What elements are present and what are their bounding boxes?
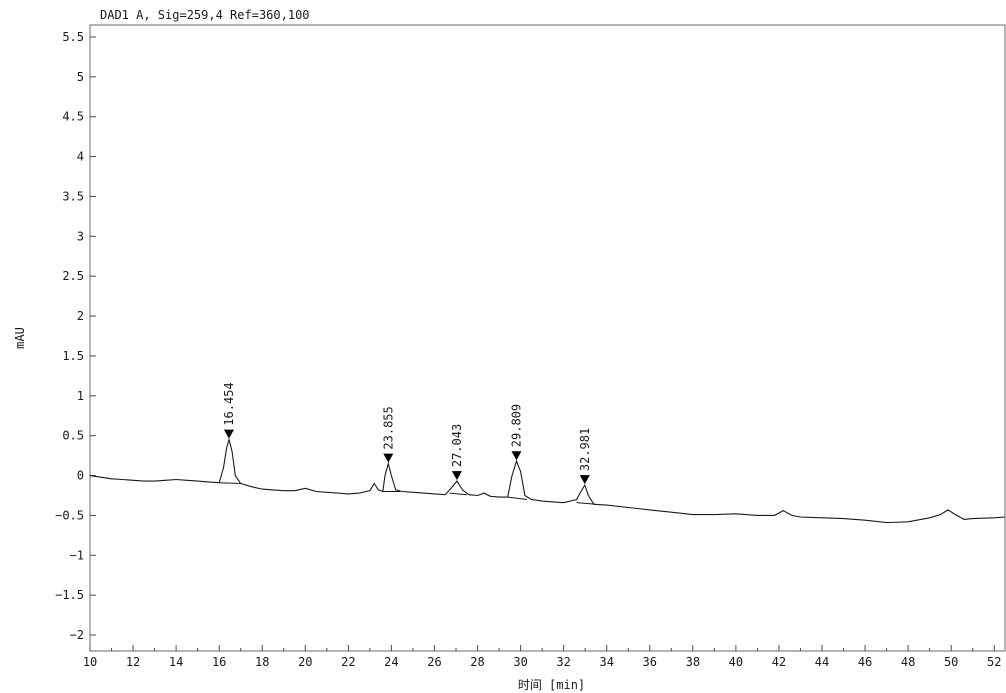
x-tick-label: 24 — [384, 655, 398, 669]
x-tick-label: 30 — [513, 655, 527, 669]
y-tick-label: 1 — [77, 389, 84, 403]
x-tick-label: 10 — [83, 655, 97, 669]
peak-marker — [579, 475, 590, 485]
y-tick-label: 5 — [77, 70, 84, 84]
chart-title: DAD1 A, Sig=259,4 Ref=360,100 — [100, 8, 310, 22]
peak-label: 23.855 — [381, 406, 395, 449]
peak-baseline — [507, 496, 528, 500]
y-tick-label: −1.5 — [55, 588, 84, 602]
peak-baseline — [219, 482, 241, 485]
y-tick-label: 5.5 — [62, 30, 84, 44]
x-tick-label: 36 — [643, 655, 657, 669]
x-tick-label: 34 — [599, 655, 613, 669]
y-tick-label: 1.5 — [62, 349, 84, 363]
x-axis-label: 时间 [min] — [518, 678, 585, 692]
peak-baselines — [219, 482, 596, 505]
x-tick-label: 44 — [815, 655, 829, 669]
x-tick-label: 12 — [126, 655, 140, 669]
peak-marker — [223, 429, 234, 439]
x-tick-label: 26 — [427, 655, 441, 669]
x-tick-label: 50 — [944, 655, 958, 669]
y-tick-label: 4 — [77, 150, 84, 164]
y-tick-label: −0.5 — [55, 508, 84, 522]
peak-baseline — [576, 502, 596, 505]
x-tick-label: 14 — [169, 655, 183, 669]
x-tick-label: 18 — [255, 655, 269, 669]
x-tick-label: 38 — [686, 655, 700, 669]
x-tick-label: 32 — [556, 655, 570, 669]
x-tick-label: 42 — [772, 655, 786, 669]
x-tick-label: 20 — [298, 655, 312, 669]
peak-baseline — [449, 492, 467, 496]
peak-label: 27.043 — [450, 424, 464, 467]
peak-label: 32.981 — [578, 428, 592, 471]
y-tick-label: 4.5 — [62, 110, 84, 124]
y-axis-label: mAU — [13, 327, 27, 349]
peak-annotations: 16.454 23.855 27.043 29.809 32.981 — [222, 382, 592, 485]
peak-marker — [451, 471, 462, 481]
x-tick-label: 22 — [341, 655, 355, 669]
y-axis: −2 −1.5 −1 −0.5 0 0.5 1 1.5 2 2.5 3 3.5 4 4.5 5 5.5 — [55, 30, 96, 642]
x-tick-label: 52 — [987, 655, 1001, 669]
x-tick-label: 40 — [729, 655, 743, 669]
y-tick-label: 0 — [77, 469, 84, 483]
x-tick-label: 48 — [901, 655, 915, 669]
peak-marker — [383, 453, 394, 463]
chromatogram-trace — [89, 437, 1006, 524]
peak-label: 16.454 — [222, 382, 236, 425]
peak-marker — [511, 451, 522, 461]
y-tick-label: −2 — [70, 628, 84, 642]
x-tick-label: 28 — [470, 655, 484, 669]
x-tick-label: 16 — [212, 655, 226, 669]
y-tick-label: 3.5 — [62, 189, 84, 203]
y-tick-label: 2.5 — [62, 269, 84, 283]
x-axis: 10 12 14 16 18 20 22 24 26 28 30 32 34 36 38 40 42 44 46 48… — [83, 645, 1001, 669]
x-tick-label: 46 — [858, 655, 872, 669]
peak-label: 29.809 — [509, 404, 523, 447]
y-tick-label: −1 — [70, 548, 84, 562]
plot-area-frame — [89, 24, 1006, 652]
y-tick-label: 3 — [77, 229, 84, 243]
y-tick-label: 0.5 — [62, 429, 84, 443]
y-tick-label: 2 — [77, 309, 84, 323]
